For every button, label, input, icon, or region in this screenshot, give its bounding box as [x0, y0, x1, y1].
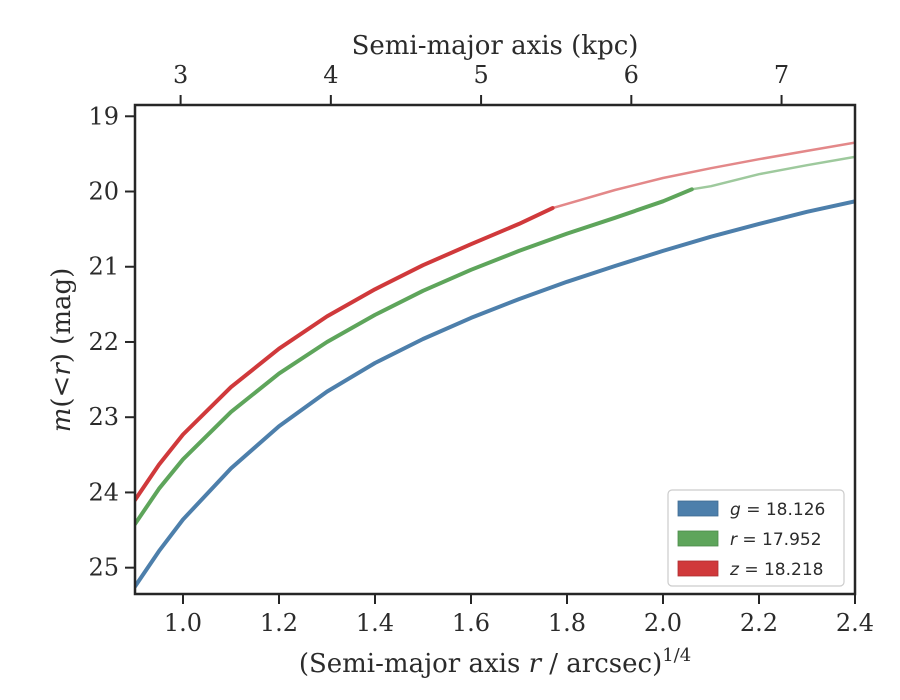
top-tick-label: 4	[323, 61, 338, 89]
top-tick-label: 7	[774, 61, 789, 89]
y-axis-title: m(<r) (mag)	[47, 268, 77, 433]
series-layer	[135, 141, 855, 589]
legend-item-z: z = 18.218	[677, 560, 823, 580]
series-z-data-line	[135, 206, 555, 502]
ticks-layer: 1.0 1.2 1.4 1.6 1.8 2.0 2.2 2.4 19 20 21 22 23 24 25 3 4…	[88, 61, 874, 637]
plot-frame	[133, 103, 857, 596]
y-tick-label: 19	[88, 102, 119, 130]
top-tick-label: 5	[473, 61, 488, 89]
legend: g = 18.126 r = 17.952 z = 18.218	[667, 489, 845, 587]
x-axis-title: (Semi-major axis r / arcsec)1/4	[299, 645, 691, 679]
x-tick-label: 2.4	[836, 609, 874, 637]
legend-label-z: z = 18.218	[729, 560, 823, 580]
x-tick-label: 1.8	[548, 609, 586, 637]
y-tick-label: 20	[88, 178, 119, 206]
top-axis-title: Semi-major axis (kpc)	[352, 31, 639, 61]
legend-swatch-g	[677, 500, 719, 517]
x-tick-label: 2.2	[740, 609, 778, 637]
series-g-data-line	[135, 199, 855, 589]
y-tick-label: 22	[88, 328, 119, 356]
y-tick-label: 21	[88, 253, 119, 281]
legend-label-g: g = 18.126	[730, 500, 825, 520]
legend-label-r: r = 17.952	[730, 530, 822, 550]
y-tick-label: 24	[88, 478, 119, 506]
series-group	[135, 141, 855, 589]
top-tick-label: 6	[624, 61, 639, 89]
legend-swatch-r	[677, 530, 719, 547]
x-tick-label: 1.0	[164, 609, 202, 637]
legend-item-g: g = 18.126	[677, 500, 825, 520]
x-tick-label: 1.4	[356, 609, 394, 637]
series-z-model-line	[135, 141, 855, 502]
series-r-model-line	[135, 155, 855, 526]
y-tick-label: 23	[88, 403, 119, 431]
series-r-data-line	[135, 187, 694, 526]
x-tick-label: 1.6	[452, 609, 490, 637]
x-tick-label: 2.0	[644, 609, 682, 637]
top-tick-label: 3	[173, 61, 188, 89]
y-tick-label: 25	[88, 554, 119, 582]
x-tick-label: 1.2	[260, 609, 298, 637]
legend-item-r: r = 17.952	[677, 530, 822, 550]
legend-swatch-z	[677, 560, 719, 577]
